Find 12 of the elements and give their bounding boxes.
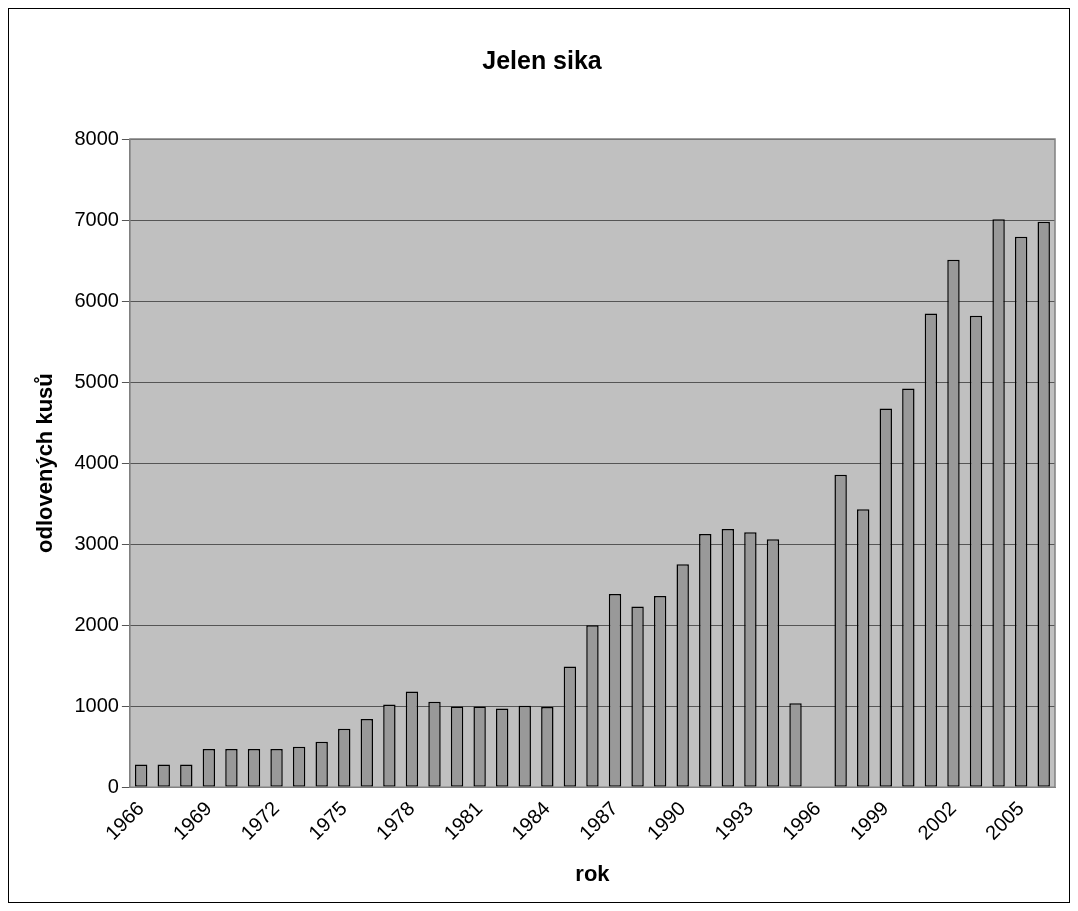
y-tick-label: 5000 bbox=[74, 369, 119, 392]
y-tick-label: 0 bbox=[107, 774, 119, 797]
y-tick-label: 1000 bbox=[74, 693, 119, 716]
y-tick-label: 7000 bbox=[74, 207, 119, 230]
y-tick-label: 2000 bbox=[74, 612, 119, 635]
y-tick-label: 3000 bbox=[74, 531, 119, 554]
y-tick-label: 6000 bbox=[74, 288, 119, 311]
y-axis-title: odlovených kusů bbox=[32, 373, 58, 553]
chart-title: Jelen sika bbox=[482, 45, 603, 74]
x-axis-title: rok bbox=[575, 860, 611, 886]
y-tick-label: 4000 bbox=[74, 450, 119, 473]
y-tick-label: 8000 bbox=[74, 126, 119, 149]
